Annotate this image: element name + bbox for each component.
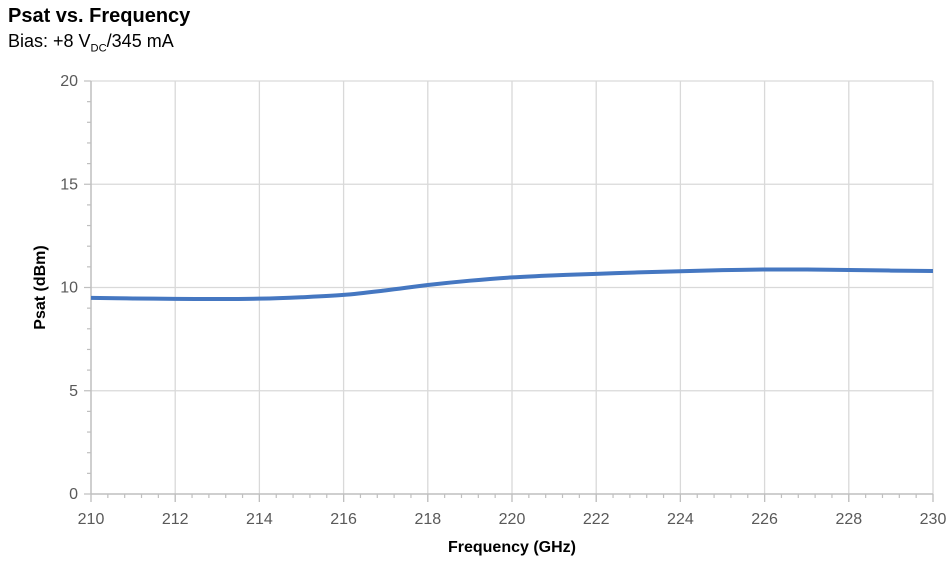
chart-title: Psat vs. Frequency <box>8 5 191 27</box>
x-tick-label: 216 <box>330 511 357 528</box>
y-tick-label: 15 <box>60 176 78 193</box>
y-tick-label: 20 <box>60 73 78 90</box>
x-tick-label: 222 <box>583 511 610 528</box>
subtitle-subscript: DC <box>90 42 107 55</box>
x-tick-label: 210 <box>78 511 105 528</box>
y-tick-label: 0 <box>69 486 78 503</box>
y-tick-label: 5 <box>69 383 78 400</box>
x-axis-title: Frequency (GHz) <box>448 539 576 556</box>
chart-subtitle: Bias: +8 VDC/345 mA <box>8 31 174 55</box>
x-tick-label: 214 <box>246 511 273 528</box>
subtitle-suffix: /345 mA <box>106 31 174 51</box>
x-tick-label: 230 <box>920 511 947 528</box>
subtitle-prefix: Bias: +8 V <box>8 31 91 51</box>
x-tick-label: 220 <box>499 511 526 528</box>
series-line-psat <box>90 267 934 302</box>
y-axis-title: Psat (dBm) <box>32 245 49 329</box>
x-tick-label: 226 <box>751 511 778 528</box>
x-tick-label: 224 <box>667 511 694 528</box>
y-tick-label: 10 <box>60 280 78 297</box>
x-tick-label: 218 <box>414 511 441 528</box>
x-tick-label: 212 <box>162 511 189 528</box>
x-tick-label: 228 <box>835 511 862 528</box>
